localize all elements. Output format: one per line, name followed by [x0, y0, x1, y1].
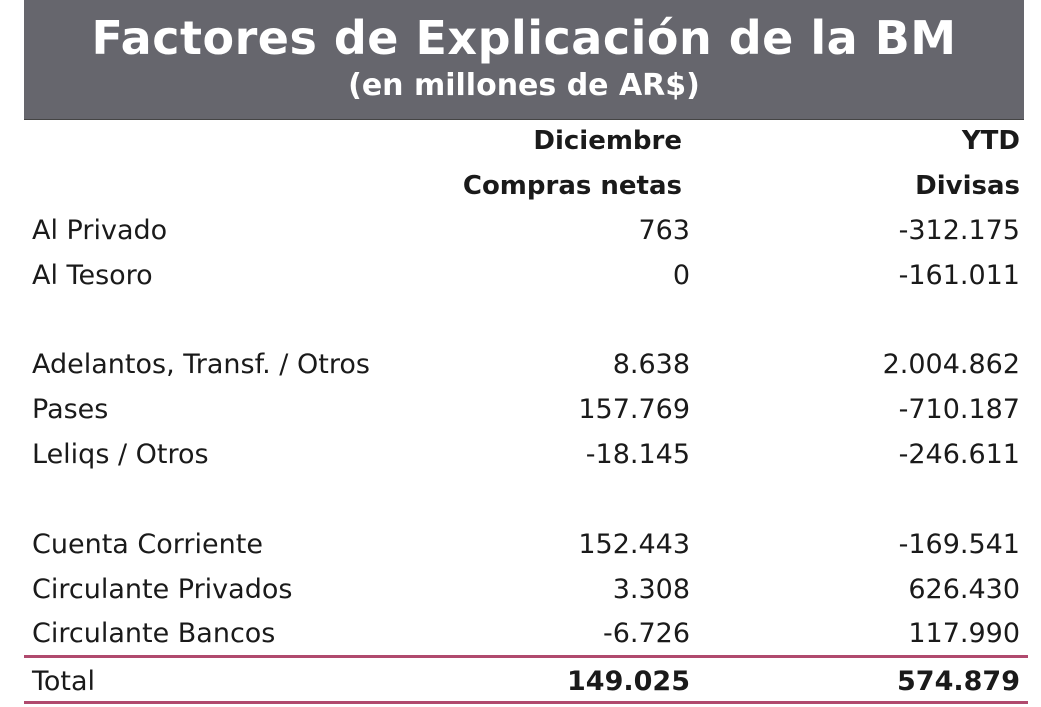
row-value-diciembre: 8.638	[612, 349, 690, 380]
row-label: Al Privado	[32, 215, 168, 246]
total-bottom-divider	[24, 701, 1028, 704]
total-value-diciembre: 149.025	[567, 666, 690, 697]
row-value-diciembre: 763	[638, 215, 690, 246]
row-value-diciembre: 152.443	[578, 529, 690, 560]
row-label: Cuenta Corriente	[32, 529, 263, 560]
row-label: Leliqs / Otros	[32, 439, 209, 470]
column-header-ytd: YTD	[961, 126, 1020, 156]
table-row: Al Tesoro 0 -161.011	[24, 254, 1024, 298]
column-header-divisas: Divisas	[915, 171, 1020, 201]
total-label: Total	[32, 666, 96, 697]
total-value-ytd: 574.879	[897, 666, 1020, 697]
row-value-ytd: -312.175	[898, 215, 1020, 246]
row-value-ytd: -246.611	[898, 439, 1020, 470]
table-row: Leliqs / Otros -18.145 -246.611	[24, 433, 1024, 477]
row-value-ytd: -161.011	[898, 260, 1020, 291]
row-label: Circulante Privados	[32, 574, 293, 605]
row-value-ytd: 117.990	[908, 618, 1020, 649]
row-label: Pases	[32, 394, 109, 425]
table-row: Pases 157.769 -710.187	[24, 388, 1024, 432]
row-value-diciembre: 0	[672, 260, 690, 291]
column-header-row-2: Compras netas Divisas	[24, 164, 1024, 208]
row-value-diciembre: -18.145	[585, 439, 690, 470]
total-row: Total 149.025 574.879	[24, 660, 1024, 704]
row-value-ytd: 2.004.862	[882, 349, 1020, 380]
row-value-diciembre: 3.308	[612, 574, 690, 605]
total-top-divider	[24, 655, 1028, 658]
row-value-ytd: -169.541	[898, 529, 1020, 560]
row-label: Circulante Bancos	[32, 618, 276, 649]
title-banner: Factores de Explicación de la BM (en mil…	[24, 0, 1024, 120]
table-row: Adelantos, Transf. / Otros 8.638 2.004.8…	[24, 343, 1024, 387]
page-subtitle: (en millones de AR$)	[348, 68, 700, 103]
page-title: Factores de Explicación de la BM	[91, 11, 957, 65]
table-row: Al Privado 763 -312.175	[24, 209, 1024, 253]
column-header-compras-netas: Compras netas	[462, 171, 682, 201]
table-row: Circulante Privados 3.308 626.430	[24, 568, 1024, 612]
row-label: Adelantos, Transf. / Otros	[32, 349, 370, 380]
row-value-diciembre: 157.769	[578, 394, 690, 425]
column-header-diciembre: Diciembre	[533, 126, 682, 156]
row-value-ytd: -710.187	[898, 394, 1020, 425]
row-value-ytd: 626.430	[908, 574, 1020, 605]
column-header-row-1: Diciembre YTD	[24, 119, 1024, 163]
table-row: Cuenta Corriente 152.443 -169.541	[24, 523, 1024, 567]
row-label: Al Tesoro	[32, 260, 153, 291]
row-value-diciembre: -6.726	[602, 618, 690, 649]
table-row: Circulante Bancos -6.726 117.990	[24, 612, 1024, 656]
